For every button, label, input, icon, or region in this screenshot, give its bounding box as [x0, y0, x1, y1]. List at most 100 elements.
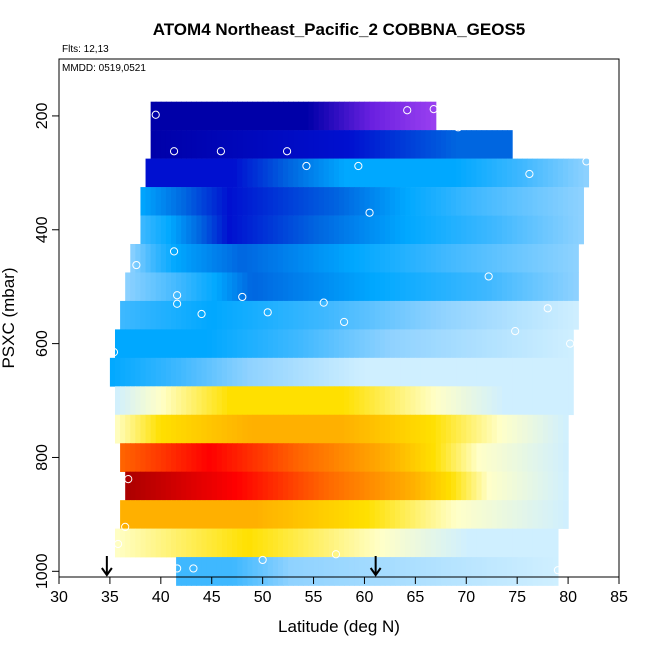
- heatmap-cell: [445, 130, 452, 159]
- heatmap-cell: [221, 357, 228, 387]
- heatmap-cell: [328, 471, 335, 501]
- heatmap-cell: [186, 528, 192, 558]
- heatmap-cell: [176, 500, 182, 529]
- heatmap-cell: [227, 528, 233, 558]
- heatmap-cell: [313, 357, 320, 387]
- heatmap-cell: [288, 158, 294, 188]
- heatmap-cell: [186, 557, 192, 586]
- heatmap-cell: [186, 215, 192, 245]
- heatmap-cell: [425, 158, 432, 188]
- heatmap-cell: [196, 101, 203, 131]
- heatmap-cell: [303, 471, 310, 501]
- heatmap-cell: [211, 215, 218, 245]
- heatmap-cell: [308, 386, 315, 416]
- heatmap-cell: [288, 130, 294, 159]
- data-point: [151, 110, 160, 119]
- y-axis: 200 400 600 800 1000: [34, 102, 59, 589]
- heatmap-cell: [563, 414, 569, 444]
- heatmap-cell: [165, 300, 172, 330]
- heatmap-cell: [283, 528, 289, 558]
- heatmap-cell: [303, 528, 310, 558]
- heatmap-cell: [374, 130, 381, 159]
- heatmap-cell: [384, 158, 391, 188]
- heatmap-cell: [532, 272, 539, 302]
- heatmap-cell: [481, 386, 488, 416]
- heatmap-cell: [349, 329, 355, 359]
- heatmap-cell: [257, 187, 264, 216]
- heatmap-cell: [527, 500, 534, 529]
- heatmap-cell: [303, 101, 310, 131]
- heatmap-cell: [491, 215, 498, 245]
- heatmap-cell: [150, 300, 157, 330]
- heatmap-cell: [501, 300, 508, 330]
- x-tick-label: 40: [152, 589, 170, 606]
- heatmap-cell: [552, 244, 559, 273]
- data-point: [484, 272, 493, 281]
- heatmap-cell: [517, 386, 523, 416]
- heatmap-cell: [471, 215, 478, 245]
- x-tick-label: 55: [305, 589, 323, 606]
- heatmap-cell: [456, 158, 462, 188]
- heatmap-cell: [451, 329, 457, 359]
- heatmap-cell: [115, 357, 121, 387]
- heatmap-cell: [308, 500, 315, 529]
- heatmap-cell: [466, 443, 472, 472]
- heatmap-cell: [298, 500, 304, 529]
- heatmap-cell: [130, 386, 136, 416]
- heatmap-cell: [532, 528, 539, 558]
- heatmap-cell: [262, 357, 269, 387]
- heatmap-cell: [369, 244, 376, 273]
- heatmap-cell: [333, 414, 340, 444]
- heatmap-cell: [109, 357, 116, 387]
- heatmap-cell: [552, 158, 559, 188]
- heatmap-cell: [191, 500, 198, 529]
- heatmap-cell: [354, 414, 360, 444]
- heatmap-cell: [135, 528, 142, 558]
- heatmap-cell: [568, 357, 574, 387]
- heatmap-cell: [491, 557, 498, 586]
- heatmap-cell: [384, 557, 391, 586]
- heatmap-cell: [384, 386, 391, 416]
- heatmap-cell: [354, 443, 360, 472]
- heatmap-cell: [257, 215, 264, 245]
- heatmap-cell: [512, 329, 518, 359]
- heatmap-cell: [237, 158, 243, 188]
- heatmap-cell: [339, 101, 345, 131]
- heatmap-cell: [501, 357, 508, 387]
- heatmap-cell: [563, 471, 569, 501]
- heatmap-cell: [542, 272, 549, 302]
- heatmap-cell: [313, 300, 320, 330]
- heatmap-cell: [272, 187, 279, 216]
- heatmap-cell: [486, 329, 493, 359]
- heatmap-cell: [354, 557, 360, 586]
- heatmap-cell: [196, 357, 203, 387]
- heatmap-cell: [435, 300, 442, 330]
- heatmap-cell: [328, 101, 335, 131]
- heatmap-cell: [191, 414, 198, 444]
- heatmap-cell: [344, 500, 350, 529]
- heatmap-cell: [145, 471, 152, 501]
- heatmap-cell: [415, 414, 422, 444]
- heatmap-cell: [277, 300, 284, 330]
- heatmap-cell: [242, 414, 248, 444]
- heatmap-cell: [410, 386, 416, 416]
- heatmap-cell: [181, 300, 187, 330]
- heatmap-cell: [206, 471, 213, 501]
- heatmap-cell: [120, 300, 126, 330]
- heatmap-cell: [308, 528, 315, 558]
- heatmap-cell: [471, 272, 478, 302]
- heatmap-cell: [155, 414, 162, 444]
- heatmap-cell: [247, 414, 254, 444]
- heatmap-cell: [298, 386, 304, 416]
- heatmap-cell: [283, 471, 289, 501]
- heatmap-cell: [420, 500, 427, 529]
- heatmap-cell: [522, 187, 528, 216]
- heatmap-cell: [201, 414, 208, 444]
- heatmap-cell: [364, 471, 371, 501]
- heatmap-cell: [237, 557, 243, 586]
- heatmap-cell: [267, 443, 274, 472]
- heatmap-cell: [221, 101, 228, 131]
- heatmap-cell: [445, 528, 452, 558]
- data-point: [543, 304, 552, 313]
- heatmap-cell: [481, 500, 488, 529]
